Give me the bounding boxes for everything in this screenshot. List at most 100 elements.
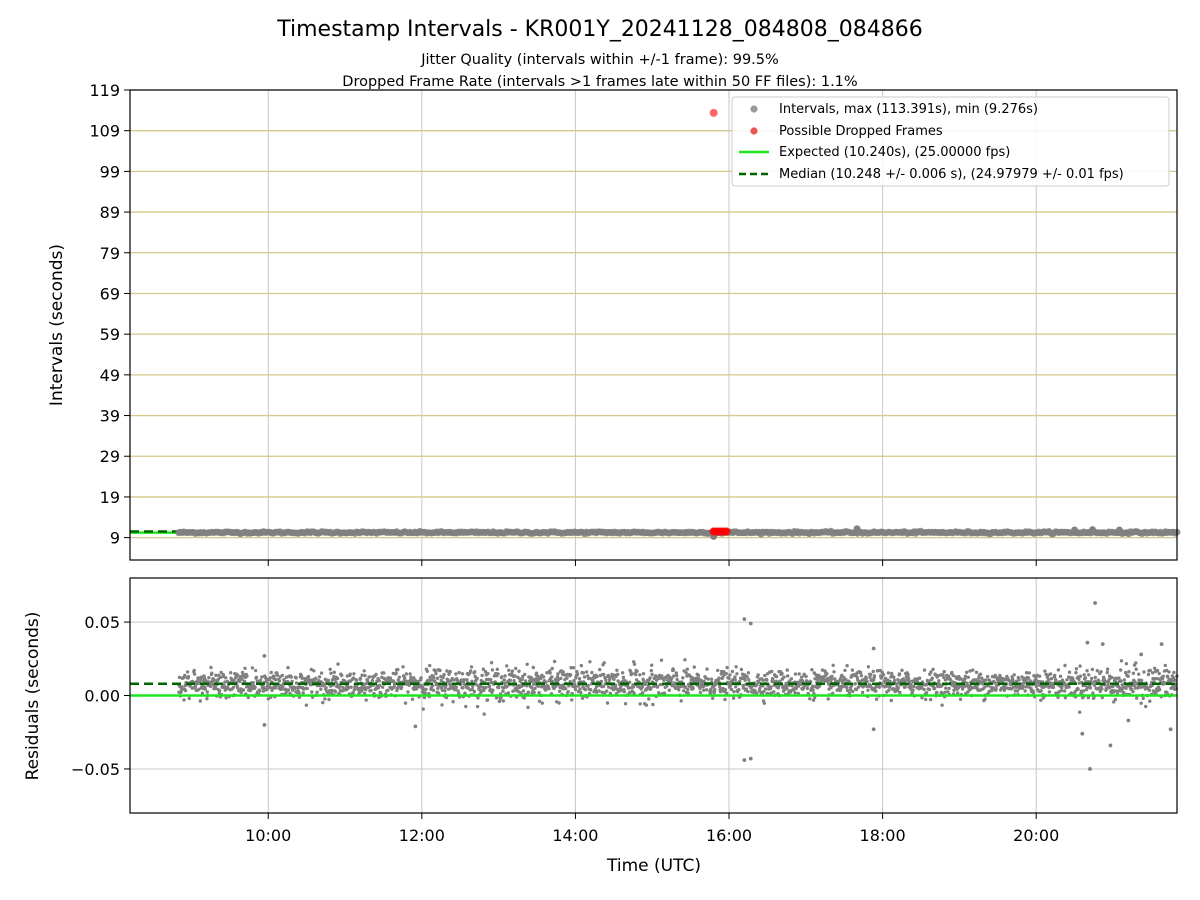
residual-point: [1118, 686, 1122, 690]
residual-point: [620, 671, 625, 675]
residual-point: [341, 685, 345, 690]
residual-point: [886, 671, 891, 675]
residual-point: [378, 683, 382, 688]
residual-point: [837, 684, 841, 688]
residual-point: [682, 689, 686, 693]
residual-point: [578, 687, 582, 691]
residual-point: [772, 690, 776, 694]
dropped-frame-point: [709, 108, 718, 117]
residual-point: [475, 676, 479, 681]
residual-point: [340, 673, 344, 678]
residual-point: [482, 712, 486, 716]
residual-point: [1058, 674, 1063, 678]
residual-point: [272, 674, 276, 679]
residual-point: [784, 684, 789, 688]
residual-point: [487, 684, 492, 688]
residual-point: [976, 676, 981, 680]
residual-point: [1144, 704, 1148, 709]
residual-point: [1137, 672, 1141, 676]
residual-point: [473, 670, 477, 674]
residual-point: [274, 678, 278, 682]
residual-point: [929, 670, 933, 674]
residual-point: [1166, 675, 1170, 679]
residual-point: [550, 675, 554, 679]
residual-point: [659, 658, 664, 662]
residual-point: [743, 678, 747, 682]
intervals-y-tick-label: 109: [89, 122, 120, 141]
residual-point: [910, 691, 914, 695]
residual-point: [853, 682, 857, 686]
residual-point: [348, 672, 352, 676]
residual-point: [906, 673, 910, 677]
residual-point: [965, 681, 969, 685]
residual-point: [1099, 670, 1103, 674]
residual-point: [377, 679, 381, 683]
residual-point: [917, 676, 922, 680]
residual-point: [786, 674, 790, 678]
residual-point: [198, 699, 202, 703]
residuals-y-tick-label: 0.00: [84, 687, 120, 706]
residual-point: [1108, 685, 1113, 689]
residual-point: [993, 673, 997, 678]
residual-point: [511, 689, 515, 693]
residual-point: [1090, 667, 1095, 672]
residual-point: [232, 678, 236, 682]
residual-point: [294, 681, 299, 685]
dropped-frame-point: [722, 527, 731, 536]
residual-point: [564, 686, 568, 691]
residual-point: [881, 673, 886, 677]
residual-point: [289, 675, 293, 679]
residual-point: [360, 673, 364, 677]
residuals-plot-frame: [129, 577, 1178, 814]
residual-point: [328, 667, 332, 671]
residual-point: [219, 670, 223, 675]
residual-point: [859, 674, 864, 678]
residual-point: [1085, 669, 1089, 673]
legend-box: [731, 96, 1170, 187]
residual-point: [537, 691, 541, 695]
residual-point: [741, 683, 745, 688]
x-tick-label: 16:00: [706, 826, 752, 845]
residual-point: [494, 696, 499, 700]
residual-point: [205, 697, 209, 701]
residual-point: [770, 669, 774, 674]
residual-point: [536, 684, 540, 688]
residual-point: [552, 659, 557, 664]
residual-point: [1155, 676, 1159, 681]
residual-point: [845, 664, 849, 668]
residual-point: [844, 678, 848, 682]
residual-point: [709, 689, 713, 693]
residual-point: [254, 675, 259, 679]
residual-point: [326, 678, 331, 683]
residual-point: [358, 676, 363, 680]
residual-point: [930, 676, 934, 680]
residual-point: [621, 675, 626, 680]
residual-point: [251, 681, 255, 685]
residual-point: [329, 671, 333, 675]
residual-point: [761, 678, 765, 682]
residual-point: [681, 676, 685, 680]
residual-point: [1063, 663, 1067, 668]
residual-point: [203, 687, 207, 691]
residual-point: [258, 689, 262, 693]
residual-outlier-point: [262, 653, 267, 658]
residual-point: [793, 672, 798, 676]
residual-point: [658, 683, 662, 687]
residual-point: [728, 673, 732, 677]
residual-point: [424, 687, 428, 691]
residual-point: [871, 669, 875, 674]
residual-point: [386, 688, 390, 692]
residual-point: [927, 687, 932, 692]
residual-point: [811, 698, 816, 702]
residual-point: [825, 672, 829, 676]
residual-point: [425, 669, 429, 673]
residual-point: [649, 668, 653, 673]
residual-point: [1088, 686, 1093, 690]
residual-point: [464, 704, 468, 709]
residual-point: [399, 685, 404, 690]
residual-point: [548, 671, 552, 675]
residual-point: [305, 686, 309, 691]
residual-point: [847, 691, 852, 695]
residual-point: [1078, 710, 1082, 714]
